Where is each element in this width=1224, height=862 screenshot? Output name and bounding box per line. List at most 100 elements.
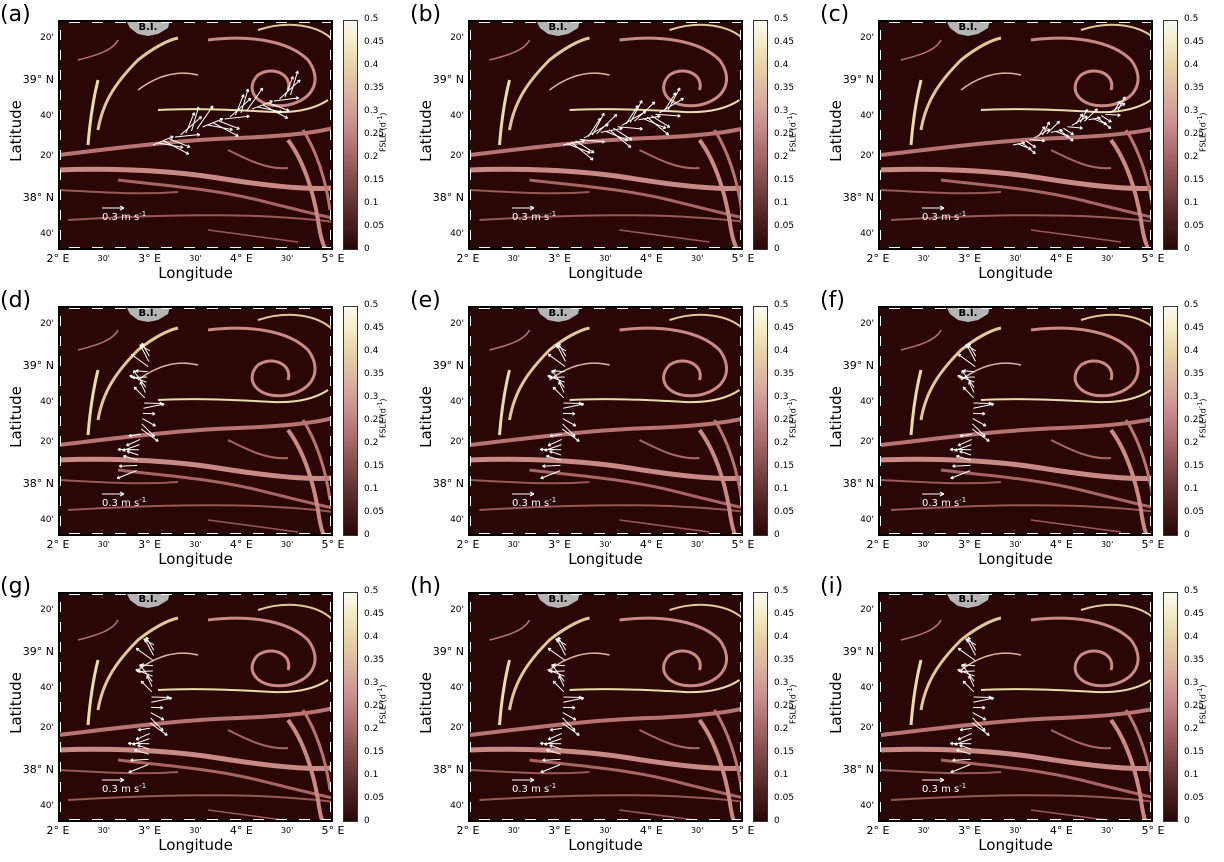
velocity-arrow <box>185 112 195 134</box>
y-tick-label: 20' <box>450 33 464 43</box>
panel-label: (g) <box>0 574 32 599</box>
colorbar-tick-label: 0.1 <box>1184 484 1199 494</box>
fsle-filament <box>619 326 729 398</box>
scale-arrow-label: 0.3 m s-1 <box>512 496 556 509</box>
colorbar-tick-label: 0.2 <box>1184 724 1199 734</box>
x-tick-label: 30' <box>1100 826 1114 835</box>
colorbar-tick-label: 0.1 <box>1184 198 1199 208</box>
y-axis-label: Latitude <box>827 386 845 448</box>
y-tick-label: 39° N <box>22 359 54 372</box>
velocity-arrow <box>133 386 146 399</box>
fsle-filament <box>498 659 511 726</box>
velocity-arrow <box>552 680 565 693</box>
velocity-arrow <box>180 116 202 136</box>
colorbar-tick-label: 0.3 <box>364 392 379 402</box>
fsle-filament <box>549 362 610 381</box>
velocity-arrow <box>1100 115 1112 123</box>
velocity-arrow <box>126 438 141 447</box>
colorbar-tick-label: 0.35 <box>364 83 385 93</box>
velocity-arrows <box>950 342 995 480</box>
velocity-arrows <box>950 636 995 774</box>
velocity-arrow <box>562 140 585 146</box>
colorbar-tick-label: 0.05 <box>364 507 385 517</box>
x-tick-label: 30' <box>599 254 612 263</box>
x-tick-label: 5° E <box>731 252 755 265</box>
velocity-arrow <box>542 464 561 467</box>
y-tick-label: 40' <box>40 229 54 239</box>
island-shape <box>126 306 170 322</box>
fsle-filament <box>909 369 923 436</box>
fsle-filament <box>469 769 590 775</box>
x-tick-label: 3° E <box>548 538 572 551</box>
fsle-filaments <box>58 603 333 822</box>
scale-arrow-label: 0.3 m s-1 <box>512 210 556 223</box>
velocity-arrow <box>251 100 273 110</box>
velocity-arrow <box>613 127 633 141</box>
colorbar-tick-label: 0.15 <box>774 747 795 757</box>
velocity-arrow <box>973 696 992 699</box>
x-tick-label: 4° E <box>229 252 253 265</box>
colorbar-tick-label: 0.4 <box>774 60 789 70</box>
fsle-filament <box>880 416 1153 447</box>
x-tick-label: 30' <box>690 826 704 835</box>
velocity-arrow <box>224 115 250 120</box>
velocity-arrow <box>968 675 975 687</box>
colorbar-tick-label: 0.25 <box>1184 415 1205 425</box>
panel-label: (e) <box>410 288 441 313</box>
panel-label: (i) <box>820 574 844 599</box>
velocity-arrow <box>158 142 184 148</box>
velocity-arrow <box>952 464 971 467</box>
velocity-arrow <box>1105 113 1121 116</box>
velocity-arrow <box>135 669 153 677</box>
velocity-arrow <box>556 639 566 656</box>
fsle-filament <box>697 138 740 250</box>
velocity-arrow <box>549 744 562 750</box>
colorbar-tick-label: 0 <box>774 816 780 826</box>
fsle-filament <box>890 504 1153 513</box>
velocity-arrow <box>962 680 975 693</box>
fsle-filament <box>639 439 700 460</box>
colorbar-tick-label: 0.3 <box>774 392 789 402</box>
fsle-filament <box>1080 313 1153 329</box>
fsle-filament <box>227 729 289 750</box>
fsle-filament <box>469 166 743 192</box>
colorbar-tick-label: 0.5 <box>364 586 379 596</box>
fsle-filaments <box>469 313 743 536</box>
frame-ticks <box>878 306 1153 536</box>
fsle-colorbar <box>1163 20 1178 250</box>
y-tick-label: 38° N <box>22 477 54 490</box>
panel-label: (b) <box>410 2 442 27</box>
x-tick-label: 2° E <box>866 252 890 265</box>
velocity-arrow <box>558 675 565 687</box>
fsle-filament <box>207 616 317 688</box>
fsle-filament <box>880 456 1153 482</box>
x-tick-label: 30' <box>507 826 521 835</box>
x-tick-label: 5° E <box>1141 824 1165 837</box>
panel-label: (d) <box>0 288 32 313</box>
colorbar-tick-label: 0.05 <box>1184 793 1205 803</box>
fsle-filament <box>301 709 332 791</box>
velocity-arrow <box>563 696 582 699</box>
colorbar-tick-label: 0.2 <box>774 152 789 162</box>
y-tick-label: 20' <box>860 319 874 329</box>
velocity-arrow <box>540 764 561 773</box>
velocity-arrow <box>135 370 148 373</box>
velocity-arrow <box>659 97 684 114</box>
colorbar-tick-label: 0.05 <box>774 507 795 517</box>
map-panel-d: (d) Latitude B.I. 0.3 m s-1 Longitude FSL… <box>0 288 400 573</box>
colorbar-tick-label: 0.15 <box>1184 175 1205 185</box>
fsle-filament <box>58 706 333 737</box>
fsle-filament <box>880 166 1153 192</box>
fsle-filament <box>157 99 329 114</box>
fsle-colorbar <box>343 592 358 822</box>
x-tick-label: 30' <box>280 540 294 549</box>
velocity-arrow <box>547 669 565 677</box>
fsle-filament <box>980 389 1152 404</box>
fsle-filament <box>479 504 743 513</box>
fsle-colorbar <box>343 306 358 536</box>
fsle-colorbar <box>343 20 358 250</box>
y-axis-label: Latitude <box>7 100 25 162</box>
map-canvas: B.I. 0.3 m s-1 <box>58 306 333 536</box>
colorbar-tick-label: 0.35 <box>774 83 795 93</box>
velocity-arrow <box>563 697 584 703</box>
